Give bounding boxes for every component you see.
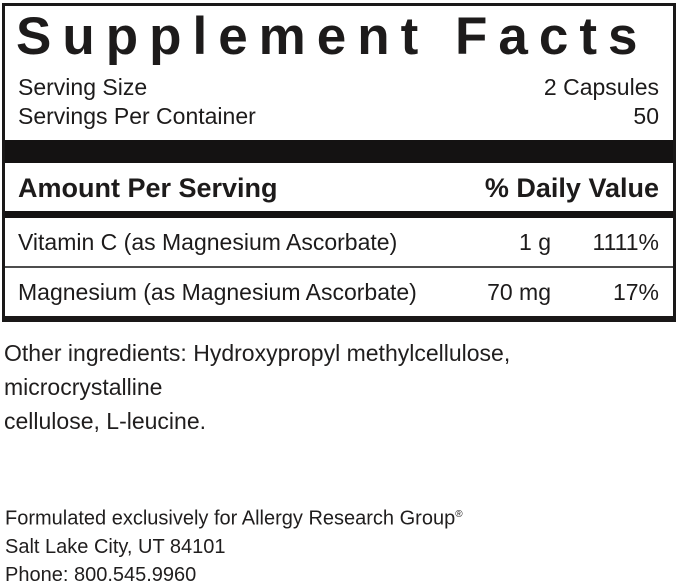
formulated-for-line: Formulated exclusively for Allergy Resea…: [5, 501, 665, 533]
manufacturer-footer: Formulated exclusively for Allergy Resea…: [5, 501, 665, 587]
other-ingredients-text: Other ingredients: Hydroxypropyl methylc…: [4, 336, 674, 438]
registered-trademark-symbol: ®: [455, 509, 463, 520]
servings-per-container-label: Servings Per Container: [18, 103, 256, 129]
supplement-facts-title: Supplement Facts: [16, 7, 649, 66]
column-header-row: Amount Per Serving % Daily Value: [5, 163, 673, 211]
serving-size-value: 2 Capsules: [543, 74, 659, 100]
nutrient-amount: 1 g: [519, 229, 551, 255]
serving-size-label: Serving Size: [18, 74, 148, 100]
daily-value-header: % Daily Value: [484, 173, 659, 203]
phone-line: Phone: 800.545.9960: [5, 563, 197, 586]
servings-per-container-row: Servings Per Container 50: [5, 102, 673, 131]
serving-size-row: Serving Size 2 Capsules: [5, 73, 673, 102]
address-line: Salt Lake City, UT 84101: [5, 535, 226, 558]
amount-per-serving-header: Amount Per Serving: [18, 173, 278, 203]
formulated-for-text: Formulated exclusively for Allergy Resea…: [5, 507, 456, 530]
nutrient-daily-value: 1111%: [592, 229, 660, 255]
medium-separator-bar: [5, 211, 673, 218]
other-ingredients-line-2: cellulose, L-leucine.: [4, 408, 207, 434]
nutrient-name: Magnesium (as Magnesium Ascorbate): [18, 279, 417, 305]
thick-separator-bar: [5, 140, 673, 163]
nutrient-daily-value: 17%: [612, 279, 659, 305]
nutrient-row-magnesium: Magnesium (as Magnesium Ascorbate) 70 mg…: [5, 268, 673, 316]
nutrient-name: Vitamin C (as Magnesium Ascorbate): [18, 229, 398, 255]
other-ingredients-line-1: Other ingredients: Hydroxypropyl methylc…: [4, 340, 511, 400]
nutrient-amount: 70 mg: [487, 279, 551, 305]
row-divider: [5, 266, 673, 268]
nutrient-row-vitamin-c: Vitamin C (as Magnesium Ascorbate) 1 g 1…: [5, 218, 673, 266]
servings-per-container-value: 50: [633, 103, 659, 129]
supplement-facts-box: Supplement Facts Serving Size 2 Capsules…: [2, 3, 676, 322]
